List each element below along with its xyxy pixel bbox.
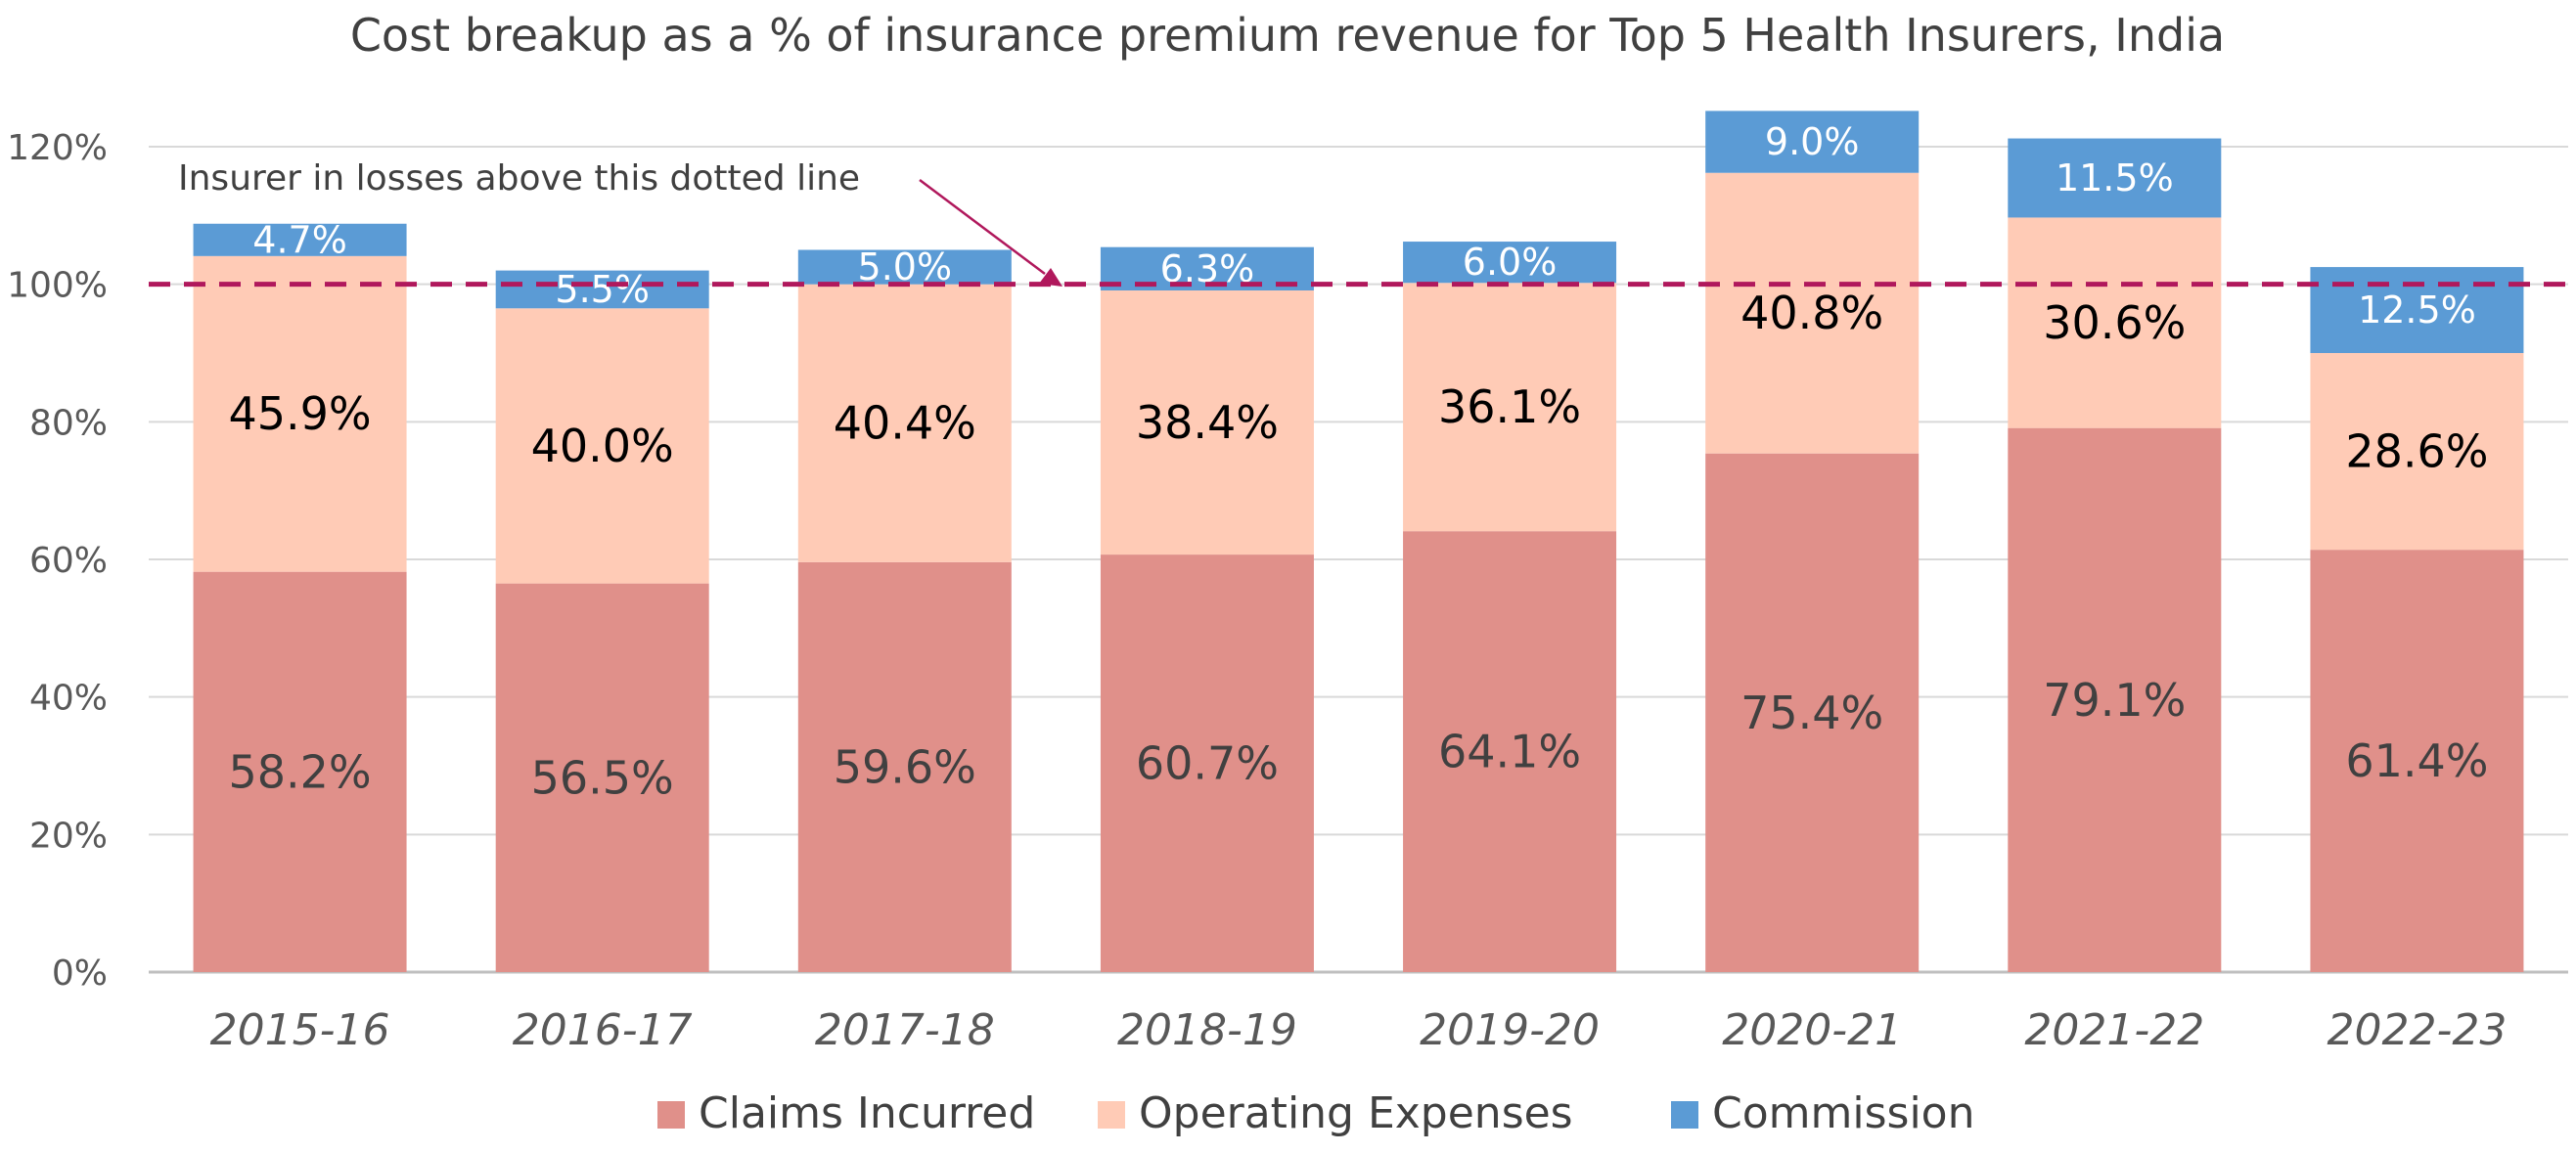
chart-title: Cost breakup as a % of insurance premium… bbox=[350, 9, 2225, 62]
labels-layer: 58.2% 45.9% 4.7% 56.5% 40.0% 5.5% 59.6% 40.4% 5.… bbox=[228, 120, 2488, 804]
data-label-claims-incurred: 60.7% bbox=[1136, 737, 1279, 790]
data-label-operating-expenses: 36.1% bbox=[1438, 380, 1581, 433]
reference-line-annotation: Insurer in losses above this dotted line bbox=[178, 158, 860, 199]
y-tick-label: 120% bbox=[7, 128, 108, 168]
legend-swatch-operating-expenses bbox=[1098, 1101, 1125, 1129]
data-label-commission: 5.0% bbox=[858, 245, 953, 288]
bar-claims-incurred bbox=[2008, 427, 2222, 972]
y-tick-label: 100% bbox=[7, 266, 108, 306]
y-tick-label: 60% bbox=[29, 541, 108, 581]
data-label-claims-incurred: 61.4% bbox=[2345, 734, 2488, 787]
legend-label-operating-expenses: Operating Expenses bbox=[1139, 1088, 1573, 1138]
x-tick-label: 2017-18 bbox=[815, 1005, 995, 1055]
bar-operating-expenses bbox=[797, 284, 1012, 562]
bar-commission bbox=[193, 223, 407, 256]
legend-swatch-commission bbox=[1671, 1101, 1698, 1129]
bar-operating-expenses bbox=[1403, 283, 1617, 532]
y-tick-label: 40% bbox=[29, 679, 108, 719]
bar-claims-incurred bbox=[1403, 531, 1617, 972]
bar-commission bbox=[495, 270, 709, 309]
reference-line-layer: Insurer in losses above this dotted line bbox=[149, 158, 2568, 288]
y-tick-label: 80% bbox=[29, 403, 108, 443]
x-tick-label: 2020-21 bbox=[1722, 1005, 1902, 1055]
data-label-operating-expenses: 40.8% bbox=[1740, 287, 1883, 339]
x-tick-label: 2018-19 bbox=[1117, 1005, 1297, 1055]
data-label-claims-incurred: 79.1% bbox=[2043, 674, 2186, 727]
bar-claims-incurred bbox=[2310, 550, 2524, 972]
bar-operating-expenses bbox=[1100, 289, 1314, 555]
y-tick-label: 20% bbox=[29, 816, 108, 856]
legend-swatch-claims-incurred bbox=[657, 1101, 685, 1129]
legend-label-claims-incurred: Claims Incurred bbox=[699, 1088, 1035, 1138]
data-label-claims-incurred: 75.4% bbox=[1740, 687, 1883, 739]
annotation-pointer-arrowhead bbox=[1039, 268, 1062, 287]
data-label-commission: 5.5% bbox=[555, 268, 650, 311]
legend-label-commission: Commission bbox=[1712, 1088, 1974, 1138]
bar-operating-expenses bbox=[193, 255, 407, 572]
data-label-commission: 6.0% bbox=[1463, 241, 1558, 284]
x-tick-label: 2015-16 bbox=[210, 1005, 390, 1055]
bar-operating-expenses bbox=[495, 308, 709, 584]
bar-claims-incurred bbox=[797, 561, 1012, 972]
bar-commission bbox=[1705, 111, 1920, 173]
data-label-claims-incurred: 58.2% bbox=[228, 745, 371, 798]
bar-operating-expenses bbox=[2310, 353, 2524, 551]
data-label-claims-incurred: 64.1% bbox=[1438, 726, 1581, 778]
data-label-operating-expenses: 28.6% bbox=[2345, 425, 2488, 478]
x-tick-label: 2016-17 bbox=[513, 1005, 693, 1055]
y-tick-label: 0% bbox=[52, 953, 108, 994]
legend-layer: Claims Incurred Operating Expenses Commiss… bbox=[657, 1088, 1974, 1138]
bars-layer bbox=[193, 111, 2524, 973]
data-label-claims-incurred: 56.5% bbox=[531, 751, 674, 804]
data-label-operating-expenses: 45.9% bbox=[228, 387, 371, 440]
x-tick-label: 2019-20 bbox=[1420, 1005, 1600, 1055]
bar-commission bbox=[797, 249, 1012, 285]
x-axis-layer: 2015-16 2016-17 2017-18 2018-19 2019-20 2020-… bbox=[210, 1005, 2508, 1055]
data-label-commission: 4.7% bbox=[252, 218, 347, 261]
bar-claims-incurred bbox=[193, 571, 407, 972]
data-label-commission: 11.5% bbox=[2056, 156, 2174, 200]
bar-commission bbox=[1403, 242, 1617, 284]
bar-claims-incurred bbox=[1100, 554, 1314, 972]
data-label-claims-incurred: 59.6% bbox=[834, 740, 976, 793]
bar-operating-expenses bbox=[2008, 217, 2222, 428]
data-label-operating-expenses: 40.0% bbox=[531, 420, 674, 472]
data-label-operating-expenses: 30.6% bbox=[2043, 296, 2186, 349]
bar-claims-incurred bbox=[1705, 453, 1920, 973]
data-label-operating-expenses: 38.4% bbox=[1136, 396, 1279, 449]
bar-claims-incurred bbox=[495, 583, 709, 972]
x-tick-label: 2021-22 bbox=[2024, 1005, 2204, 1055]
data-label-operating-expenses: 40.4% bbox=[834, 397, 976, 450]
bar-operating-expenses bbox=[1705, 172, 1920, 454]
bar-commission bbox=[2008, 138, 2222, 218]
data-label-commission: 12.5% bbox=[2358, 288, 2476, 332]
data-label-commission: 9.0% bbox=[1765, 120, 1860, 163]
x-tick-label: 2022-23 bbox=[2327, 1005, 2508, 1055]
annotation-pointer-line bbox=[919, 179, 1046, 275]
bar-commission bbox=[2310, 267, 2524, 353]
